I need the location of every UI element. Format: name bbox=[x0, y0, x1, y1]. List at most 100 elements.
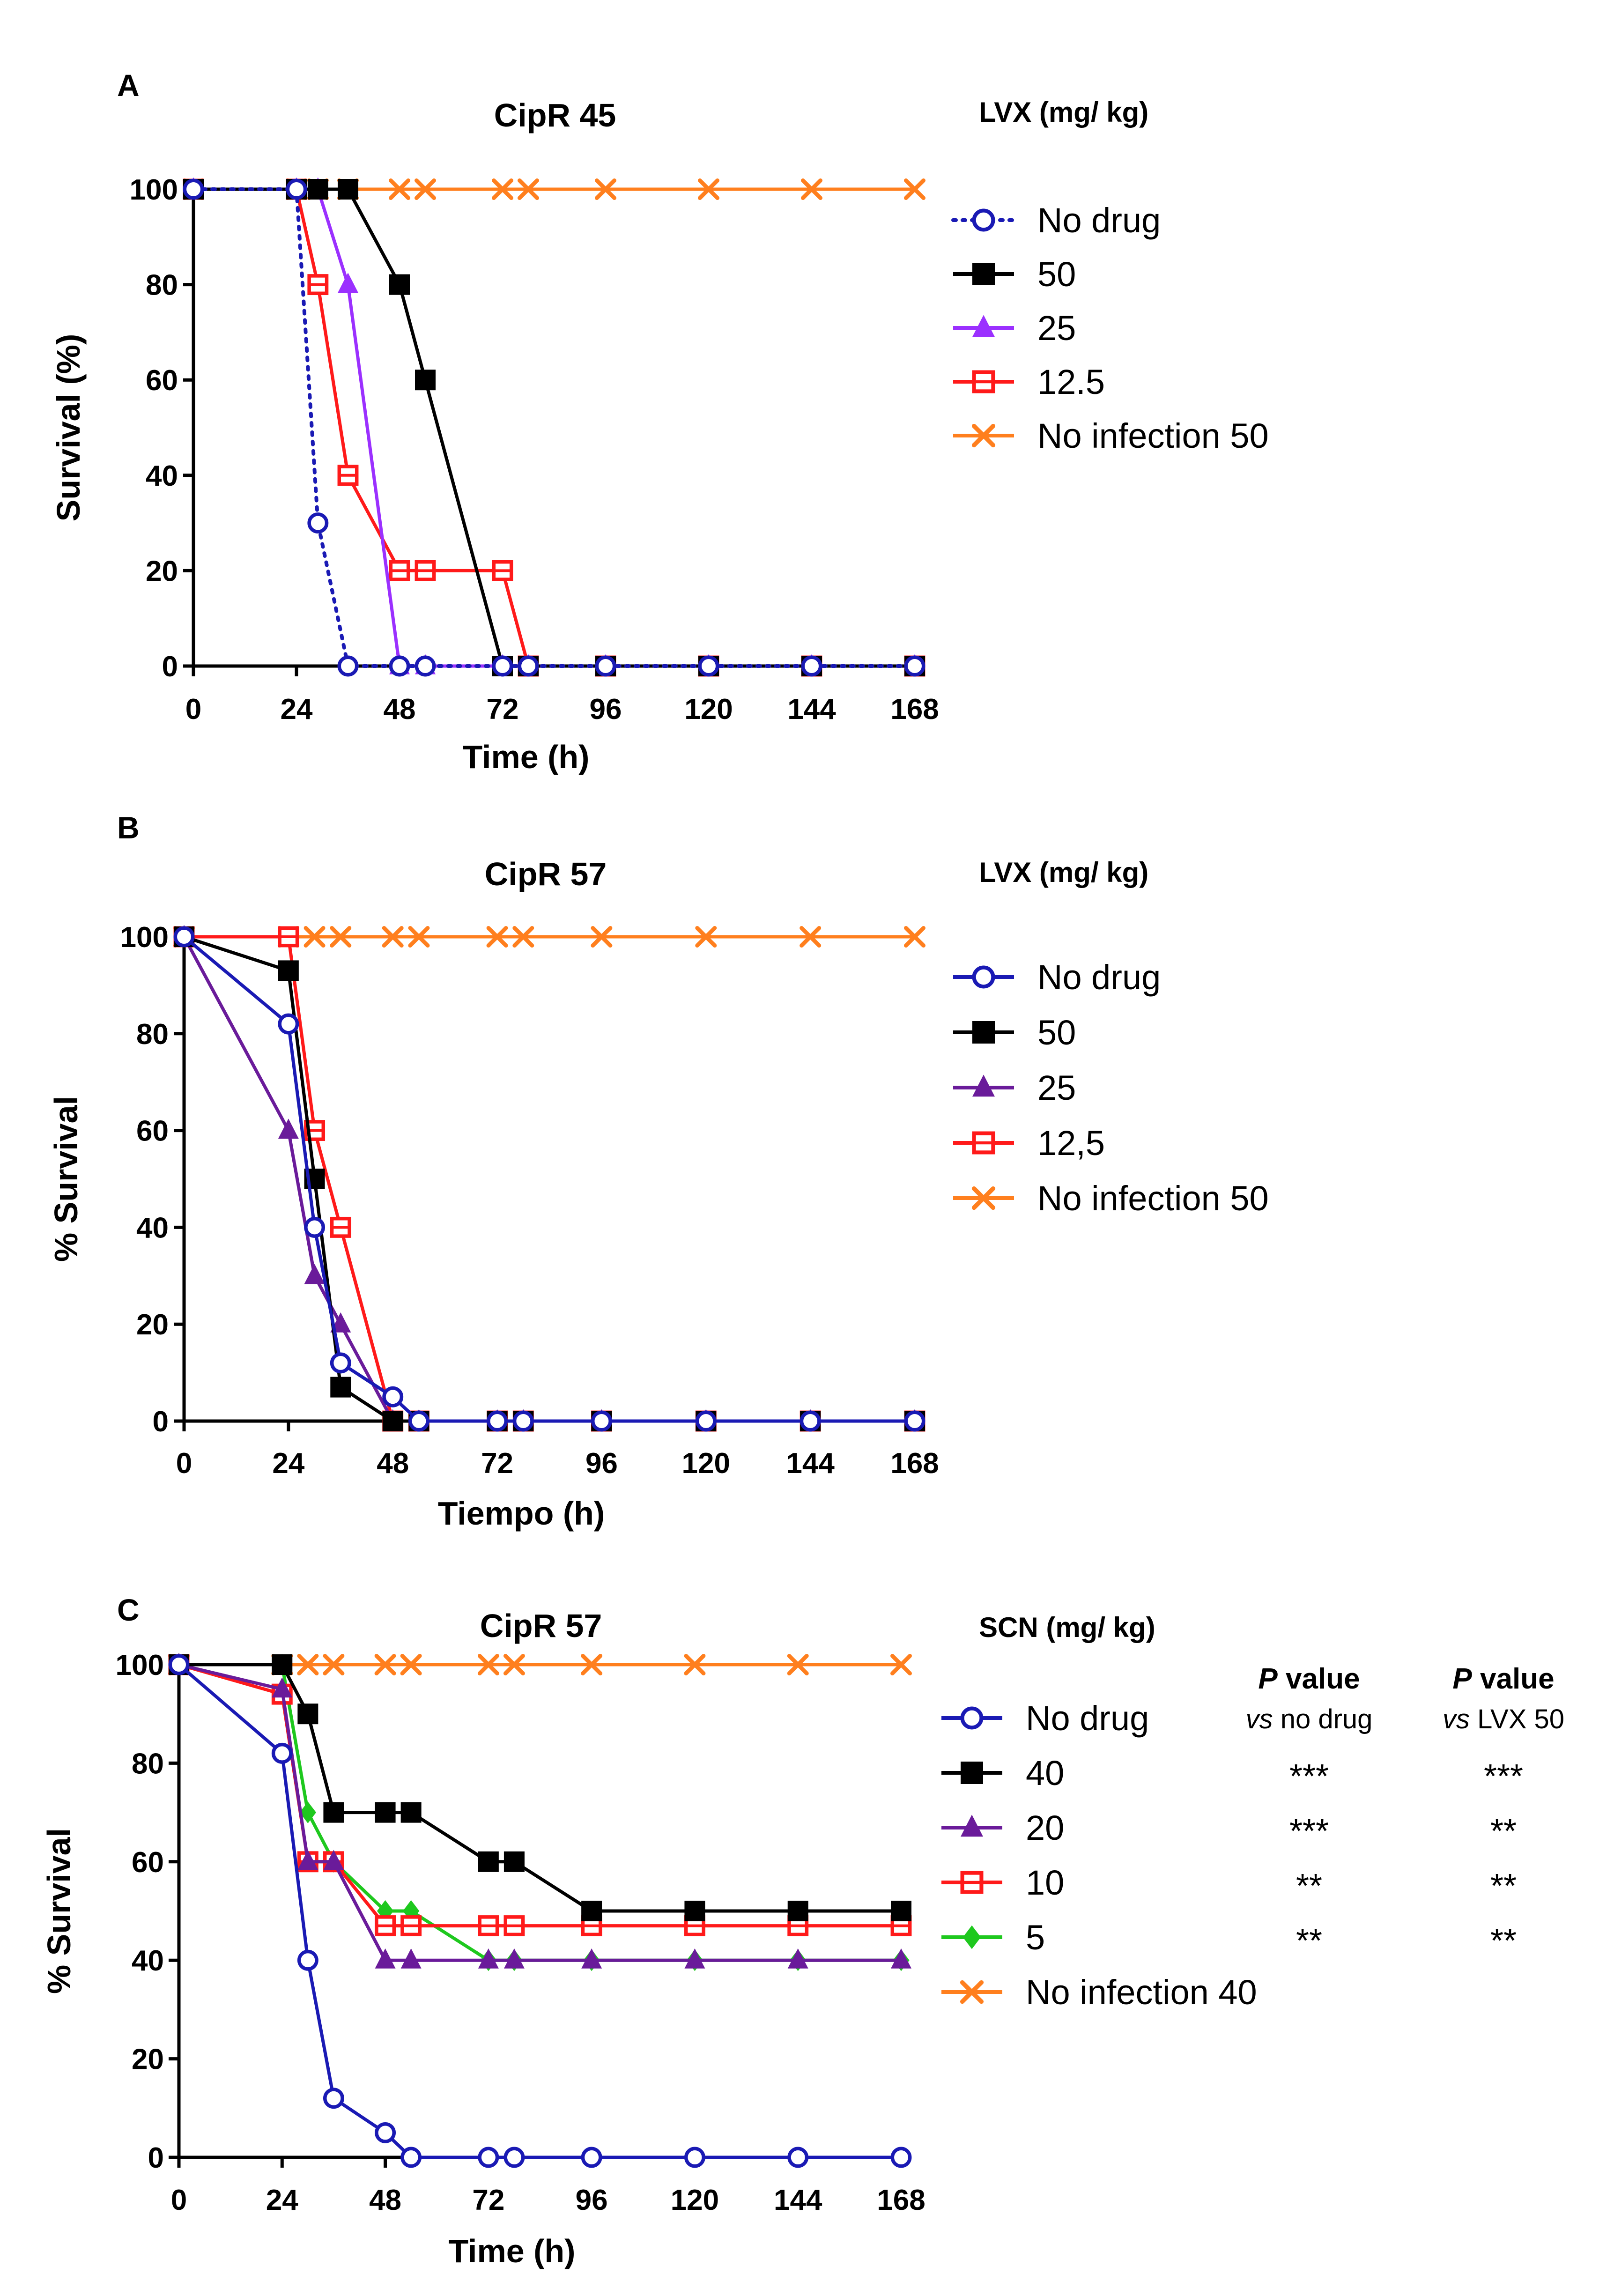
data-point bbox=[278, 960, 299, 981]
legend-marker bbox=[971, 1186, 996, 1210]
legend-entry: 10 ** ** bbox=[941, 1863, 1517, 1905]
data-point bbox=[787, 1901, 808, 1921]
series-line bbox=[178, 1663, 901, 2159]
legend-marker bbox=[972, 263, 995, 285]
data-point bbox=[286, 178, 307, 200]
y-tick-label: 60 bbox=[136, 1115, 169, 1148]
data-point bbox=[581, 1948, 602, 1969]
series-0 bbox=[168, 1654, 912, 2168]
data-point bbox=[400, 1802, 422, 1823]
legend-entry: 25 bbox=[953, 1068, 1076, 1107]
pvalue-subheader: vs no drug bbox=[1246, 1704, 1373, 1734]
data-point bbox=[904, 1410, 925, 1432]
x-tick-label: 96 bbox=[585, 1447, 618, 1480]
y-tick-label: 20 bbox=[132, 2044, 164, 2076]
legend-entry: 25 bbox=[953, 309, 1076, 348]
pvalue-vs-lvx50: ** bbox=[1490, 1922, 1517, 1960]
pvalue-vs-no-drug: ** bbox=[1296, 1922, 1322, 1960]
pvalue-header-p: P bbox=[1258, 1663, 1278, 1695]
data-point bbox=[698, 655, 719, 677]
data-point bbox=[304, 1216, 326, 1238]
data-point bbox=[478, 2147, 499, 2168]
data-point bbox=[478, 1851, 499, 1872]
data-point bbox=[375, 2122, 396, 2143]
x-tick-label: 48 bbox=[369, 2184, 401, 2216]
pvalue-vs-lvx50: ** bbox=[1490, 1867, 1517, 1905]
legend-label: No drug bbox=[1026, 1699, 1149, 1738]
data-point bbox=[891, 1901, 911, 1921]
legend-marker bbox=[972, 1021, 995, 1044]
legend-title: LVX (mg/ kg) bbox=[979, 857, 1148, 888]
pvalue-vs-no-drug: ** bbox=[1296, 1867, 1322, 1905]
pvalue-vs-no-drug: *** bbox=[1289, 1758, 1329, 1795]
x-tick-label: 168 bbox=[890, 1447, 939, 1480]
x-tick-label: 24 bbox=[281, 693, 313, 726]
legend-marker bbox=[961, 1815, 983, 1837]
x-tick-label: 144 bbox=[786, 1447, 835, 1480]
y-tick-label: 60 bbox=[132, 1846, 164, 1879]
data-point bbox=[787, 1653, 809, 1676]
data-point bbox=[389, 274, 410, 295]
legend-entry: No drug bbox=[953, 958, 1161, 997]
legend-entry: No infection 50 bbox=[953, 1179, 1269, 1218]
series-1 bbox=[183, 179, 925, 676]
y-tick-label: 100 bbox=[116, 1649, 164, 1681]
data-point bbox=[323, 1802, 344, 1823]
data-point bbox=[903, 178, 926, 200]
data-point bbox=[890, 1653, 912, 1676]
data-point bbox=[400, 2147, 422, 2168]
series-line bbox=[183, 935, 915, 1423]
data-point bbox=[684, 2147, 705, 2168]
panel-c: C CipR 57 0 20 40 60 80 100 0 24 48 72 96 120 144 168 Ti… bbox=[41, 1592, 1564, 2269]
pvalue-sub-rest: LVX 50 bbox=[1470, 1704, 1564, 1734]
legend-label: 12.5 bbox=[1037, 363, 1105, 401]
data-point bbox=[890, 2147, 912, 2168]
legend-marker bbox=[972, 208, 995, 232]
x-axis-label: Time (h) bbox=[449, 2233, 576, 2269]
y-tick-label: 80 bbox=[146, 269, 178, 302]
x-tick-label: 24 bbox=[266, 2184, 298, 2216]
legend-marker bbox=[972, 965, 995, 989]
data-point bbox=[787, 2147, 809, 2168]
data-point bbox=[374, 1653, 396, 1676]
series-0 bbox=[183, 178, 925, 677]
series-line bbox=[178, 1663, 901, 1962]
series-2 bbox=[174, 925, 925, 1429]
data-point bbox=[330, 1352, 351, 1374]
series-3 bbox=[183, 178, 925, 677]
x-tick-label: 0 bbox=[171, 2184, 187, 2216]
legend-marker bbox=[960, 1980, 984, 2004]
data-point bbox=[503, 2147, 525, 2168]
y-tick-label: 40 bbox=[132, 1945, 164, 1977]
data-point bbox=[904, 655, 925, 677]
pvalue-sub-italic: vs bbox=[1443, 1704, 1470, 1734]
data-point bbox=[183, 178, 204, 200]
x-tick-label: 144 bbox=[774, 2184, 822, 2216]
series-line bbox=[193, 187, 915, 668]
y-axis-label: % Survival bbox=[48, 1096, 84, 1262]
series-line bbox=[183, 935, 915, 1423]
y-tick-label: 40 bbox=[146, 460, 178, 492]
x-tick-label: 72 bbox=[481, 1447, 513, 1480]
data-point bbox=[278, 1118, 299, 1139]
data-point bbox=[581, 1901, 602, 1921]
series-0 bbox=[173, 926, 925, 1432]
legend-entry: No infection 50 bbox=[953, 416, 1269, 455]
panel-b: B CipR 57 0 20 40 60 80 100 0 24 48 72 96 120 144 168 Ti… bbox=[48, 810, 1269, 1532]
legend-label: No infection 50 bbox=[1037, 1179, 1269, 1218]
y-tick-label: 40 bbox=[136, 1212, 169, 1244]
x-tick-label: 120 bbox=[684, 693, 733, 726]
panel-label: B bbox=[117, 810, 140, 845]
data-point bbox=[400, 1948, 422, 1969]
legend-label: 12,5 bbox=[1037, 1124, 1105, 1163]
data-point bbox=[581, 2147, 602, 2168]
data-point bbox=[491, 178, 514, 200]
data-point bbox=[337, 655, 359, 677]
legend-entry: 50 bbox=[953, 1013, 1076, 1052]
data-point bbox=[304, 926, 326, 948]
data-point bbox=[307, 512, 329, 534]
x-tick-label: 168 bbox=[877, 2184, 925, 2216]
pvalue-header-word: value bbox=[1278, 1663, 1360, 1695]
data-point bbox=[800, 1410, 821, 1432]
data-point bbox=[695, 926, 717, 948]
